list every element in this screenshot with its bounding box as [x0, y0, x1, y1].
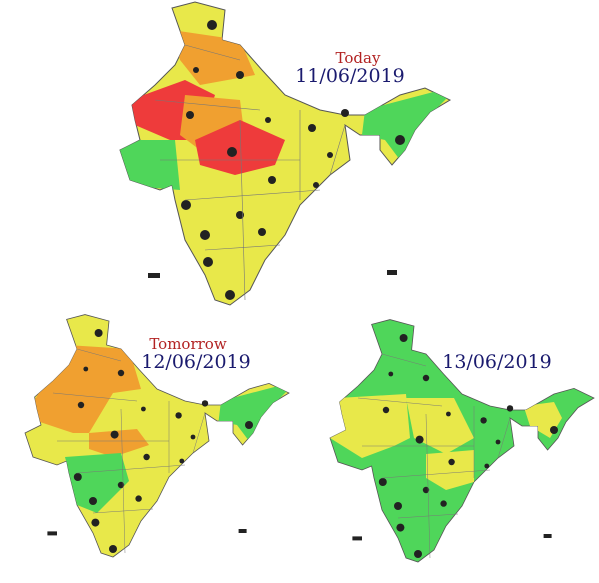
map-tomorrow — [24, 314, 290, 558]
map-day3 — [329, 319, 595, 563]
map-date: 13/06/2019 — [442, 351, 552, 373]
map-date: 11/06/2019 — [295, 65, 405, 87]
map-date: 12/06/2019 — [141, 351, 251, 373]
map-label: Tomorrow — [149, 335, 226, 353]
map-today — [119, 1, 451, 306]
map-label: Today — [336, 49, 381, 67]
